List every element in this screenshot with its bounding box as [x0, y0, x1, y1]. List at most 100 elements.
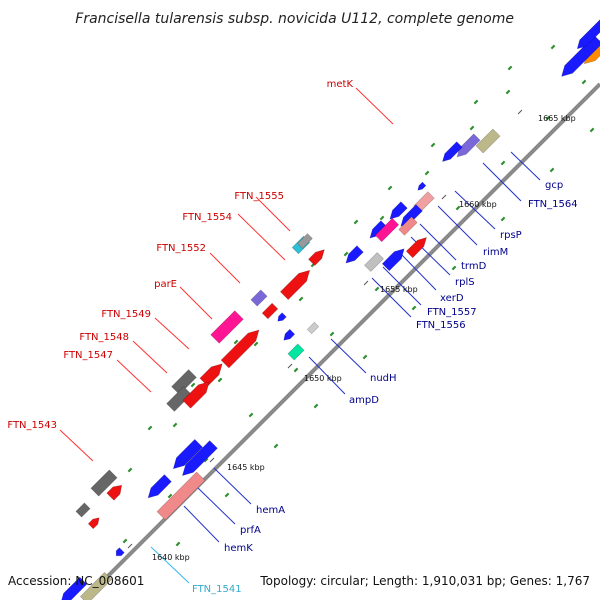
gene-feature: [417, 181, 427, 191]
gc-skew-dot: [549, 167, 555, 173]
label-leader-line: [308, 356, 346, 395]
gene-feature: [220, 329, 260, 369]
gc-skew-dot: [387, 185, 393, 191]
label-leader-line: [213, 467, 252, 505]
label-leader-line: [59, 429, 94, 462]
genome-summary-text: Topology: circular; Length: 1,910,031 bp…: [259, 574, 590, 588]
label-leader-line: [116, 359, 152, 393]
gene-feature: [456, 133, 481, 158]
gene-label: ampD: [349, 395, 379, 406]
gene-feature: [210, 310, 244, 344]
gc-skew-dot: [500, 216, 506, 222]
gene-feature: [364, 252, 384, 272]
tick-mark: [517, 109, 523, 115]
gene-label: hemA: [256, 505, 285, 516]
gc-skew-dot: [589, 127, 595, 133]
tick-mark: [441, 194, 447, 200]
gc-skew-dot: [217, 377, 223, 383]
tick-label: 1640 kbp: [152, 553, 190, 562]
gene-feature: [182, 381, 210, 409]
gene-label: FTN_1564: [528, 199, 578, 210]
tick-mark: [127, 543, 133, 549]
gene-feature: [75, 502, 91, 518]
gene-feature: [277, 312, 287, 322]
gene-feature: [261, 302, 279, 320]
gc-skew-dot: [203, 457, 209, 463]
backbone-line: [82, 82, 600, 600]
gc-skew-dot: [379, 215, 385, 221]
tick-mark: [209, 457, 215, 463]
gc-skew-dot: [122, 538, 128, 544]
gene-feature: [306, 321, 320, 335]
label-leader-line: [197, 487, 236, 525]
gene-feature: [199, 363, 223, 387]
gene-feature: [87, 517, 100, 530]
gc-skew-dot: [329, 331, 335, 337]
label-leader-line: [183, 505, 220, 543]
label-leader-line: [399, 252, 437, 291]
gene-feature: [171, 369, 197, 395]
label-leader-line: [371, 277, 412, 318]
gc-skew-dot: [147, 425, 153, 431]
gc-skew-dot: [424, 170, 430, 176]
label-leaders: [59, 87, 541, 584]
gc-skew-dot: [167, 493, 173, 499]
gene-feature: [147, 474, 172, 499]
gene-label: rpsP: [500, 230, 522, 241]
tick-label: 1645 kbp: [227, 463, 265, 472]
label-leader-line: [255, 196, 291, 232]
gene-feature: [398, 216, 418, 236]
gene-feature: [389, 201, 408, 220]
gene-label: trmD: [461, 261, 487, 272]
tick-label: 1650 kbp: [304, 374, 342, 383]
gc-skew-dot: [469, 125, 475, 131]
gc-skew-dot: [175, 541, 181, 547]
gene-label: FTN_1547: [63, 350, 113, 361]
label-leader-line: [154, 317, 190, 350]
gene-feature: [561, 35, 600, 77]
gc-skew-dot: [273, 443, 279, 449]
gene-label: nudH: [370, 373, 397, 384]
gene-features: [61, 19, 600, 600]
label-leader-line: [437, 205, 478, 246]
gc-skew-dot: [411, 305, 417, 311]
gene-label: FTN_1552: [156, 243, 206, 254]
gc-skew-dot: [248, 412, 254, 418]
gene-feature: [279, 269, 311, 301]
gene-feature: [475, 128, 501, 154]
gc-skew-dot: [473, 99, 479, 105]
gc-skew-dot: [313, 403, 319, 409]
label-leader-line: [209, 252, 241, 284]
gc-skew-dot: [190, 382, 196, 388]
gc-skew-dot: [127, 467, 133, 473]
gc-skew-dot: [224, 492, 230, 498]
map-title: Francisella tularensis subsp. novicida U…: [75, 11, 514, 27]
gene-label: hemK: [224, 543, 253, 554]
label-leader-line: [510, 151, 541, 181]
gene-label: FTN_1549: [101, 309, 151, 320]
gc-skew-dot: [172, 422, 178, 428]
gene-label: rplS: [455, 277, 475, 288]
gene-feature: [115, 547, 125, 557]
label-leader-line: [150, 546, 190, 584]
label-leader-line: [330, 338, 367, 374]
gene-label: FTN_1557: [427, 307, 477, 318]
label-leader-line: [419, 223, 457, 261]
gene-feature: [283, 328, 296, 341]
label-leader-line: [132, 340, 168, 374]
gene-label: rimM: [483, 247, 508, 258]
gc-skew-dot: [507, 65, 513, 71]
gc-skew-dot: [455, 205, 461, 211]
gene-feature: [79, 571, 113, 600]
gc-skew-dot: [362, 354, 368, 360]
gene-feature: [381, 248, 405, 272]
gc-skew-dot: [500, 160, 506, 166]
gene-label: FTN_1543: [7, 420, 57, 431]
gc-skew-dot: [451, 265, 457, 271]
label-leader-line: [382, 266, 422, 306]
backbone: [82, 82, 600, 600]
gene-feature: [287, 343, 305, 361]
label-leader-line: [454, 190, 496, 230]
